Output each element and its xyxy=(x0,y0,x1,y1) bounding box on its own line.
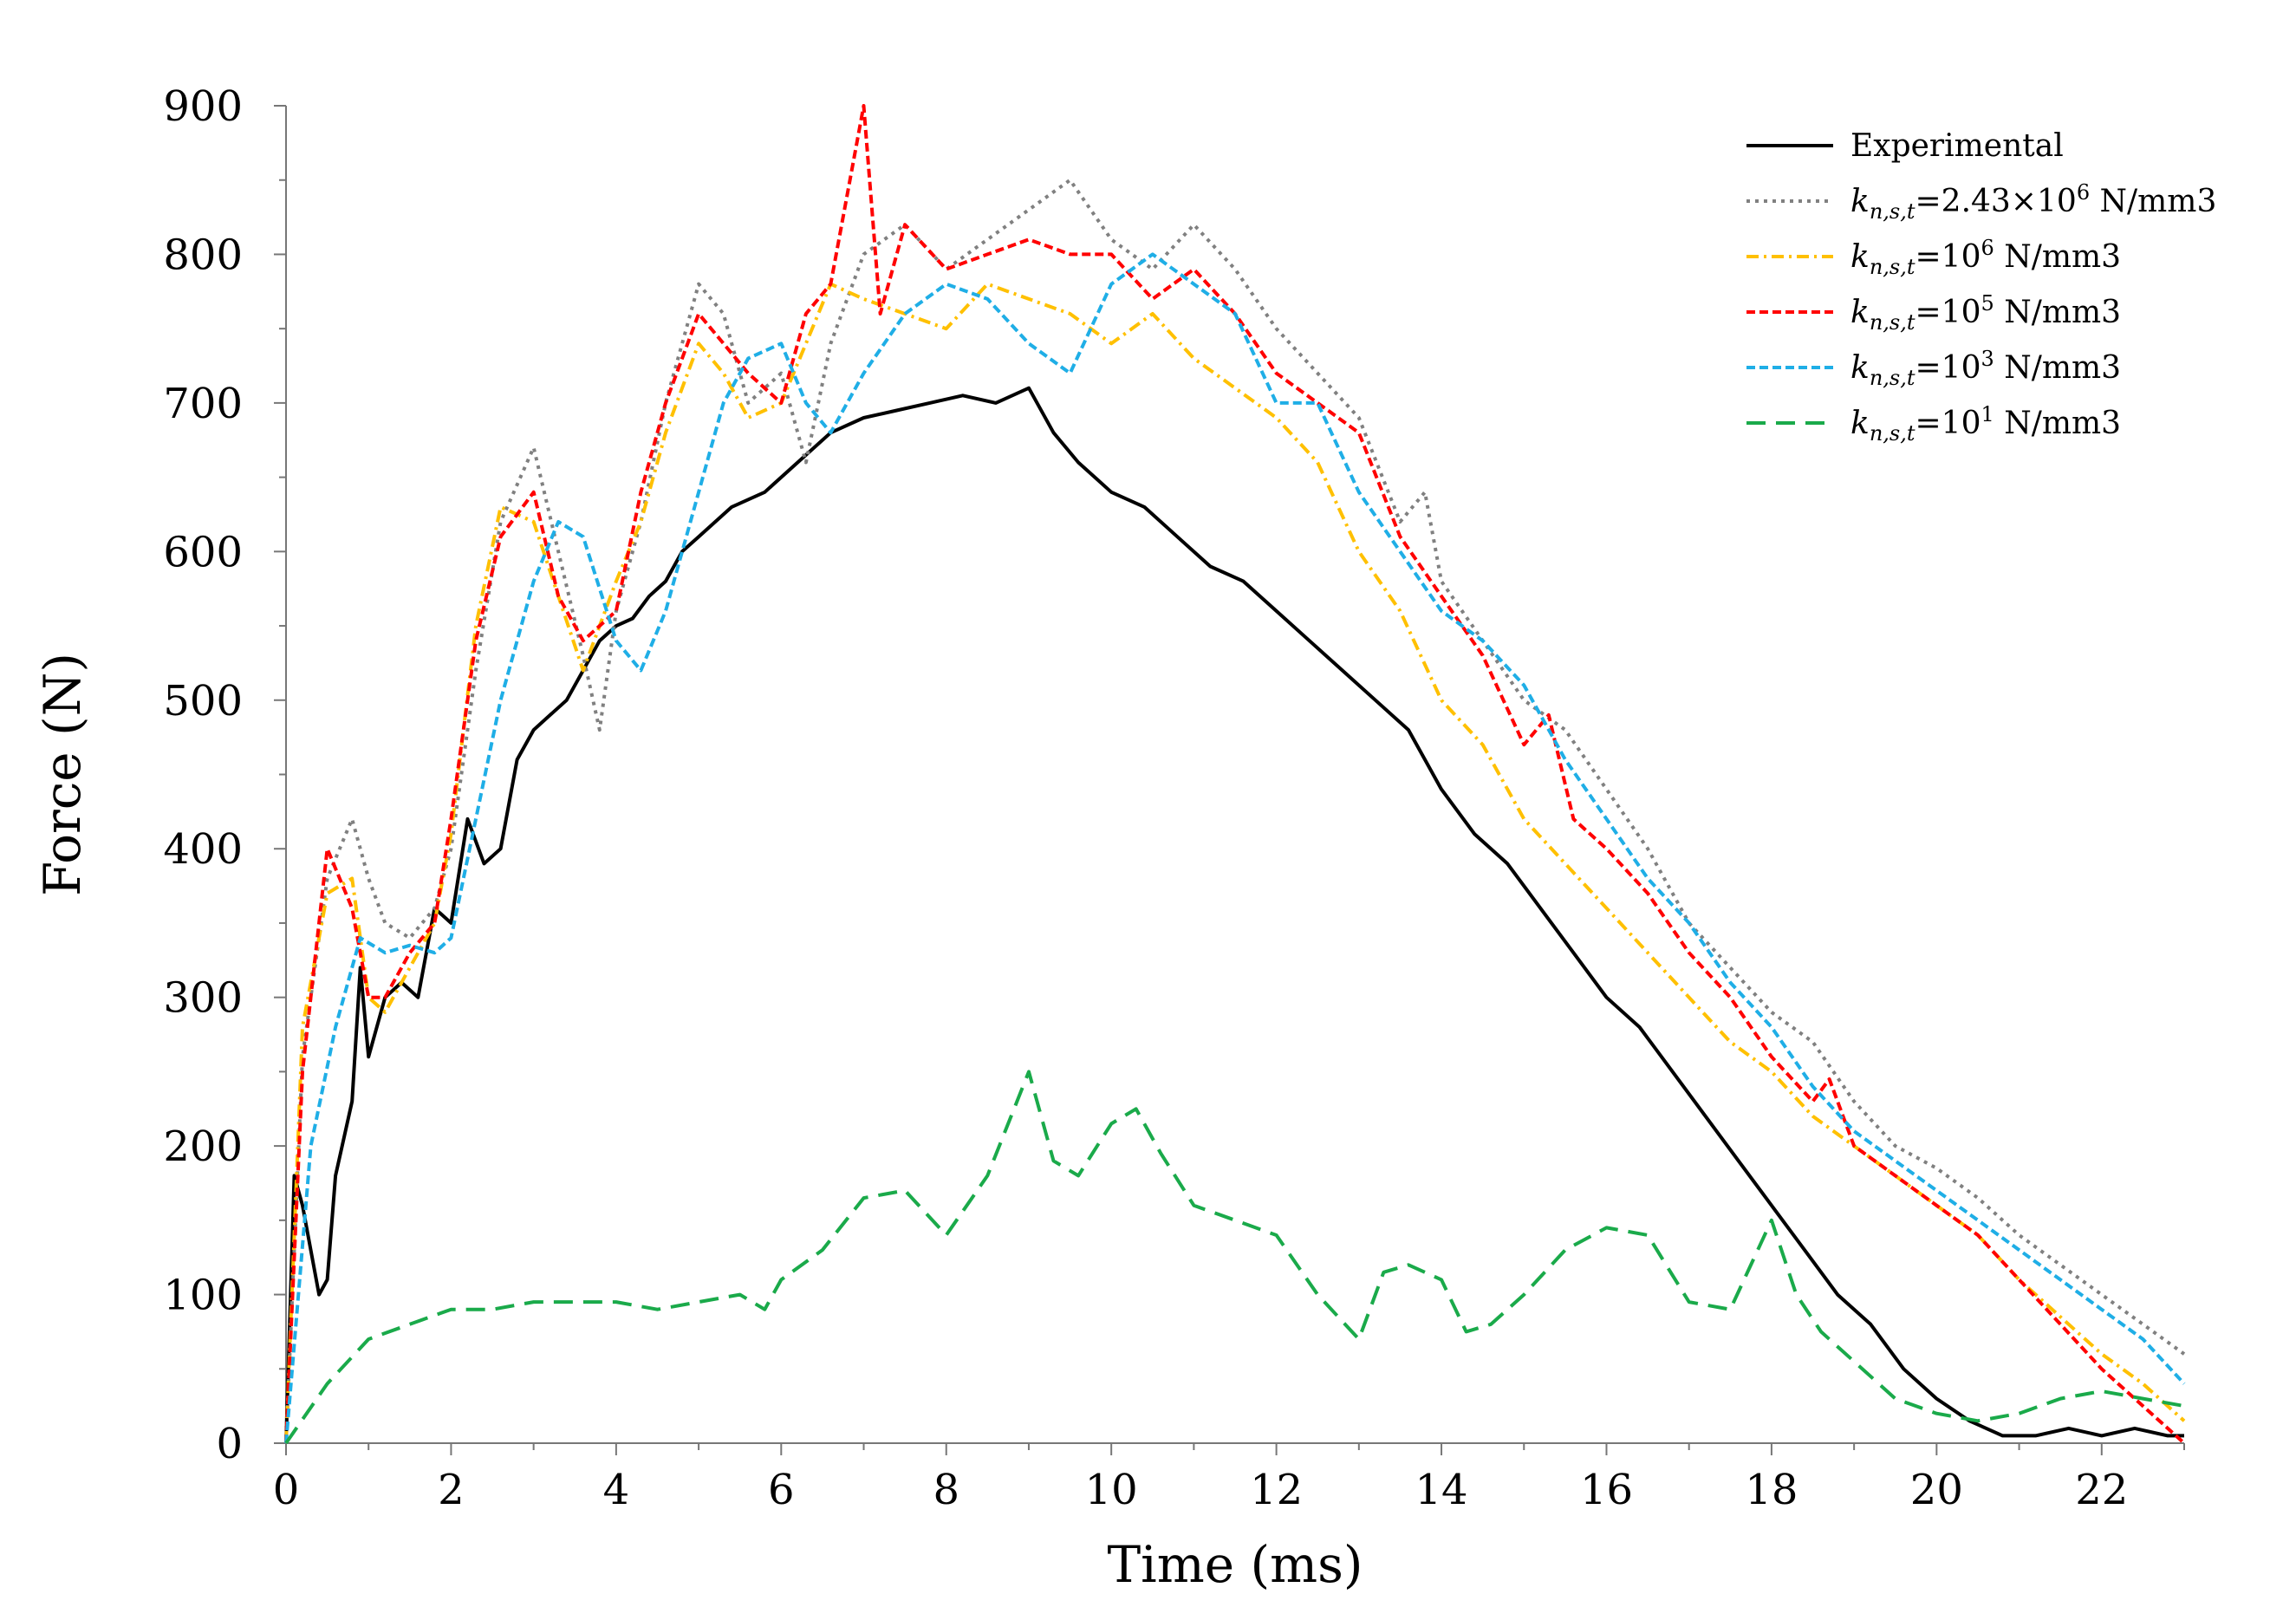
x-tick-label: 12 xyxy=(1250,1466,1303,1514)
series-line-3 xyxy=(284,104,2186,1445)
legend-subscript: n,s,t xyxy=(1870,421,1916,446)
legend-unit: N/mm3 xyxy=(2090,184,2216,219)
legend-superscript: 6 xyxy=(2077,180,2090,205)
x-tick-label: 6 xyxy=(768,1466,795,1514)
legend-k: k xyxy=(1850,350,1870,386)
x-tick-label: 2 xyxy=(438,1466,465,1514)
legend-value: =10 xyxy=(1916,239,1981,275)
y-tick-label: 100 xyxy=(163,1272,243,1320)
legend-superscript: 3 xyxy=(1981,347,1994,371)
y-tick-label: 600 xyxy=(163,528,243,576)
legend-label-2: kn,s,t=106 N/mm3 xyxy=(1850,236,2121,279)
legend-label-4: kn,s,t=103 N/mm3 xyxy=(1850,347,2121,390)
y-tick-label: 900 xyxy=(163,82,243,131)
x-tick-label: 20 xyxy=(1910,1466,1963,1514)
legend-subscript: n,s,t xyxy=(1870,310,1916,335)
legend-subscript: n,s,t xyxy=(1870,199,1916,224)
x-tick-label: 0 xyxy=(273,1466,300,1514)
series-group xyxy=(284,104,2186,1445)
legend-unit: N/mm3 xyxy=(1994,406,2121,441)
series-line-2 xyxy=(284,282,2186,1444)
y-tick-label: 200 xyxy=(163,1122,243,1171)
legend-unit: N/mm3 xyxy=(1994,239,2121,275)
legend-k: k xyxy=(1850,184,1870,219)
legend-superscript: 5 xyxy=(1981,291,1994,316)
legend-unit: N/mm3 xyxy=(1994,350,2121,386)
legend-subscript: n,s,t xyxy=(1870,366,1916,390)
y-tick-label: 700 xyxy=(163,380,243,428)
legend-k: k xyxy=(1850,295,1870,330)
y-axis: 0 100 200 300 400 500 600 700 800 900 xyxy=(163,82,287,1468)
legend-unit: N/mm3 xyxy=(1994,295,2121,330)
series-line-4 xyxy=(284,252,2186,1444)
x-axis-title: Time (ms) xyxy=(1107,1535,1363,1594)
legend-label-3: kn,s,t=105 N/mm3 xyxy=(1850,291,2121,335)
y-tick-label: 400 xyxy=(163,825,243,874)
legend-value: =10 xyxy=(1916,406,1981,441)
y-tick-label: 500 xyxy=(163,677,243,725)
legend-superscript: 6 xyxy=(1981,236,1994,260)
series-line-0 xyxy=(284,386,2184,1444)
x-ticks: 0 2 4 6 8 10 12 14 16 18 20 22 xyxy=(273,1443,2185,1514)
y-tick-label: 300 xyxy=(163,974,243,1023)
legend-label-1: kn,s,t=2.43×106 N/mm3 xyxy=(1850,180,2216,224)
x-tick-label: 14 xyxy=(1415,1466,1468,1514)
series-line-5 xyxy=(284,1070,2185,1445)
x-tick-label: 16 xyxy=(1580,1466,1633,1514)
y-ticks: 0 100 200 300 400 500 600 700 800 900 xyxy=(163,82,286,1468)
legend-subscript: n,s,t xyxy=(1870,255,1916,279)
x-tick-label: 4 xyxy=(603,1466,630,1514)
y-tick-label: 0 xyxy=(216,1420,243,1468)
x-tick-label: 10 xyxy=(1085,1466,1138,1514)
y-axis-title: Force (N) xyxy=(33,653,92,896)
legend-label-5: kn,s,t=101 N/mm3 xyxy=(1850,402,2121,446)
legend-superscript: 1 xyxy=(1981,402,1994,426)
legend-value: =10 xyxy=(1916,350,1981,386)
x-tick-label: 22 xyxy=(2075,1466,2128,1514)
legend-k: k xyxy=(1850,239,1870,275)
x-tick-label: 18 xyxy=(1745,1466,1798,1514)
x-axis: 0 2 4 6 8 10 12 14 16 18 20 22 xyxy=(273,1442,2185,1514)
x-tick-label: 8 xyxy=(933,1466,959,1514)
legend-label-0: Experimental xyxy=(1850,128,2064,164)
y-tick-label: 800 xyxy=(163,231,243,279)
legend-value: =2.43×10 xyxy=(1916,184,2077,219)
legend-k: k xyxy=(1850,406,1870,441)
legend-value: =10 xyxy=(1916,295,1981,330)
